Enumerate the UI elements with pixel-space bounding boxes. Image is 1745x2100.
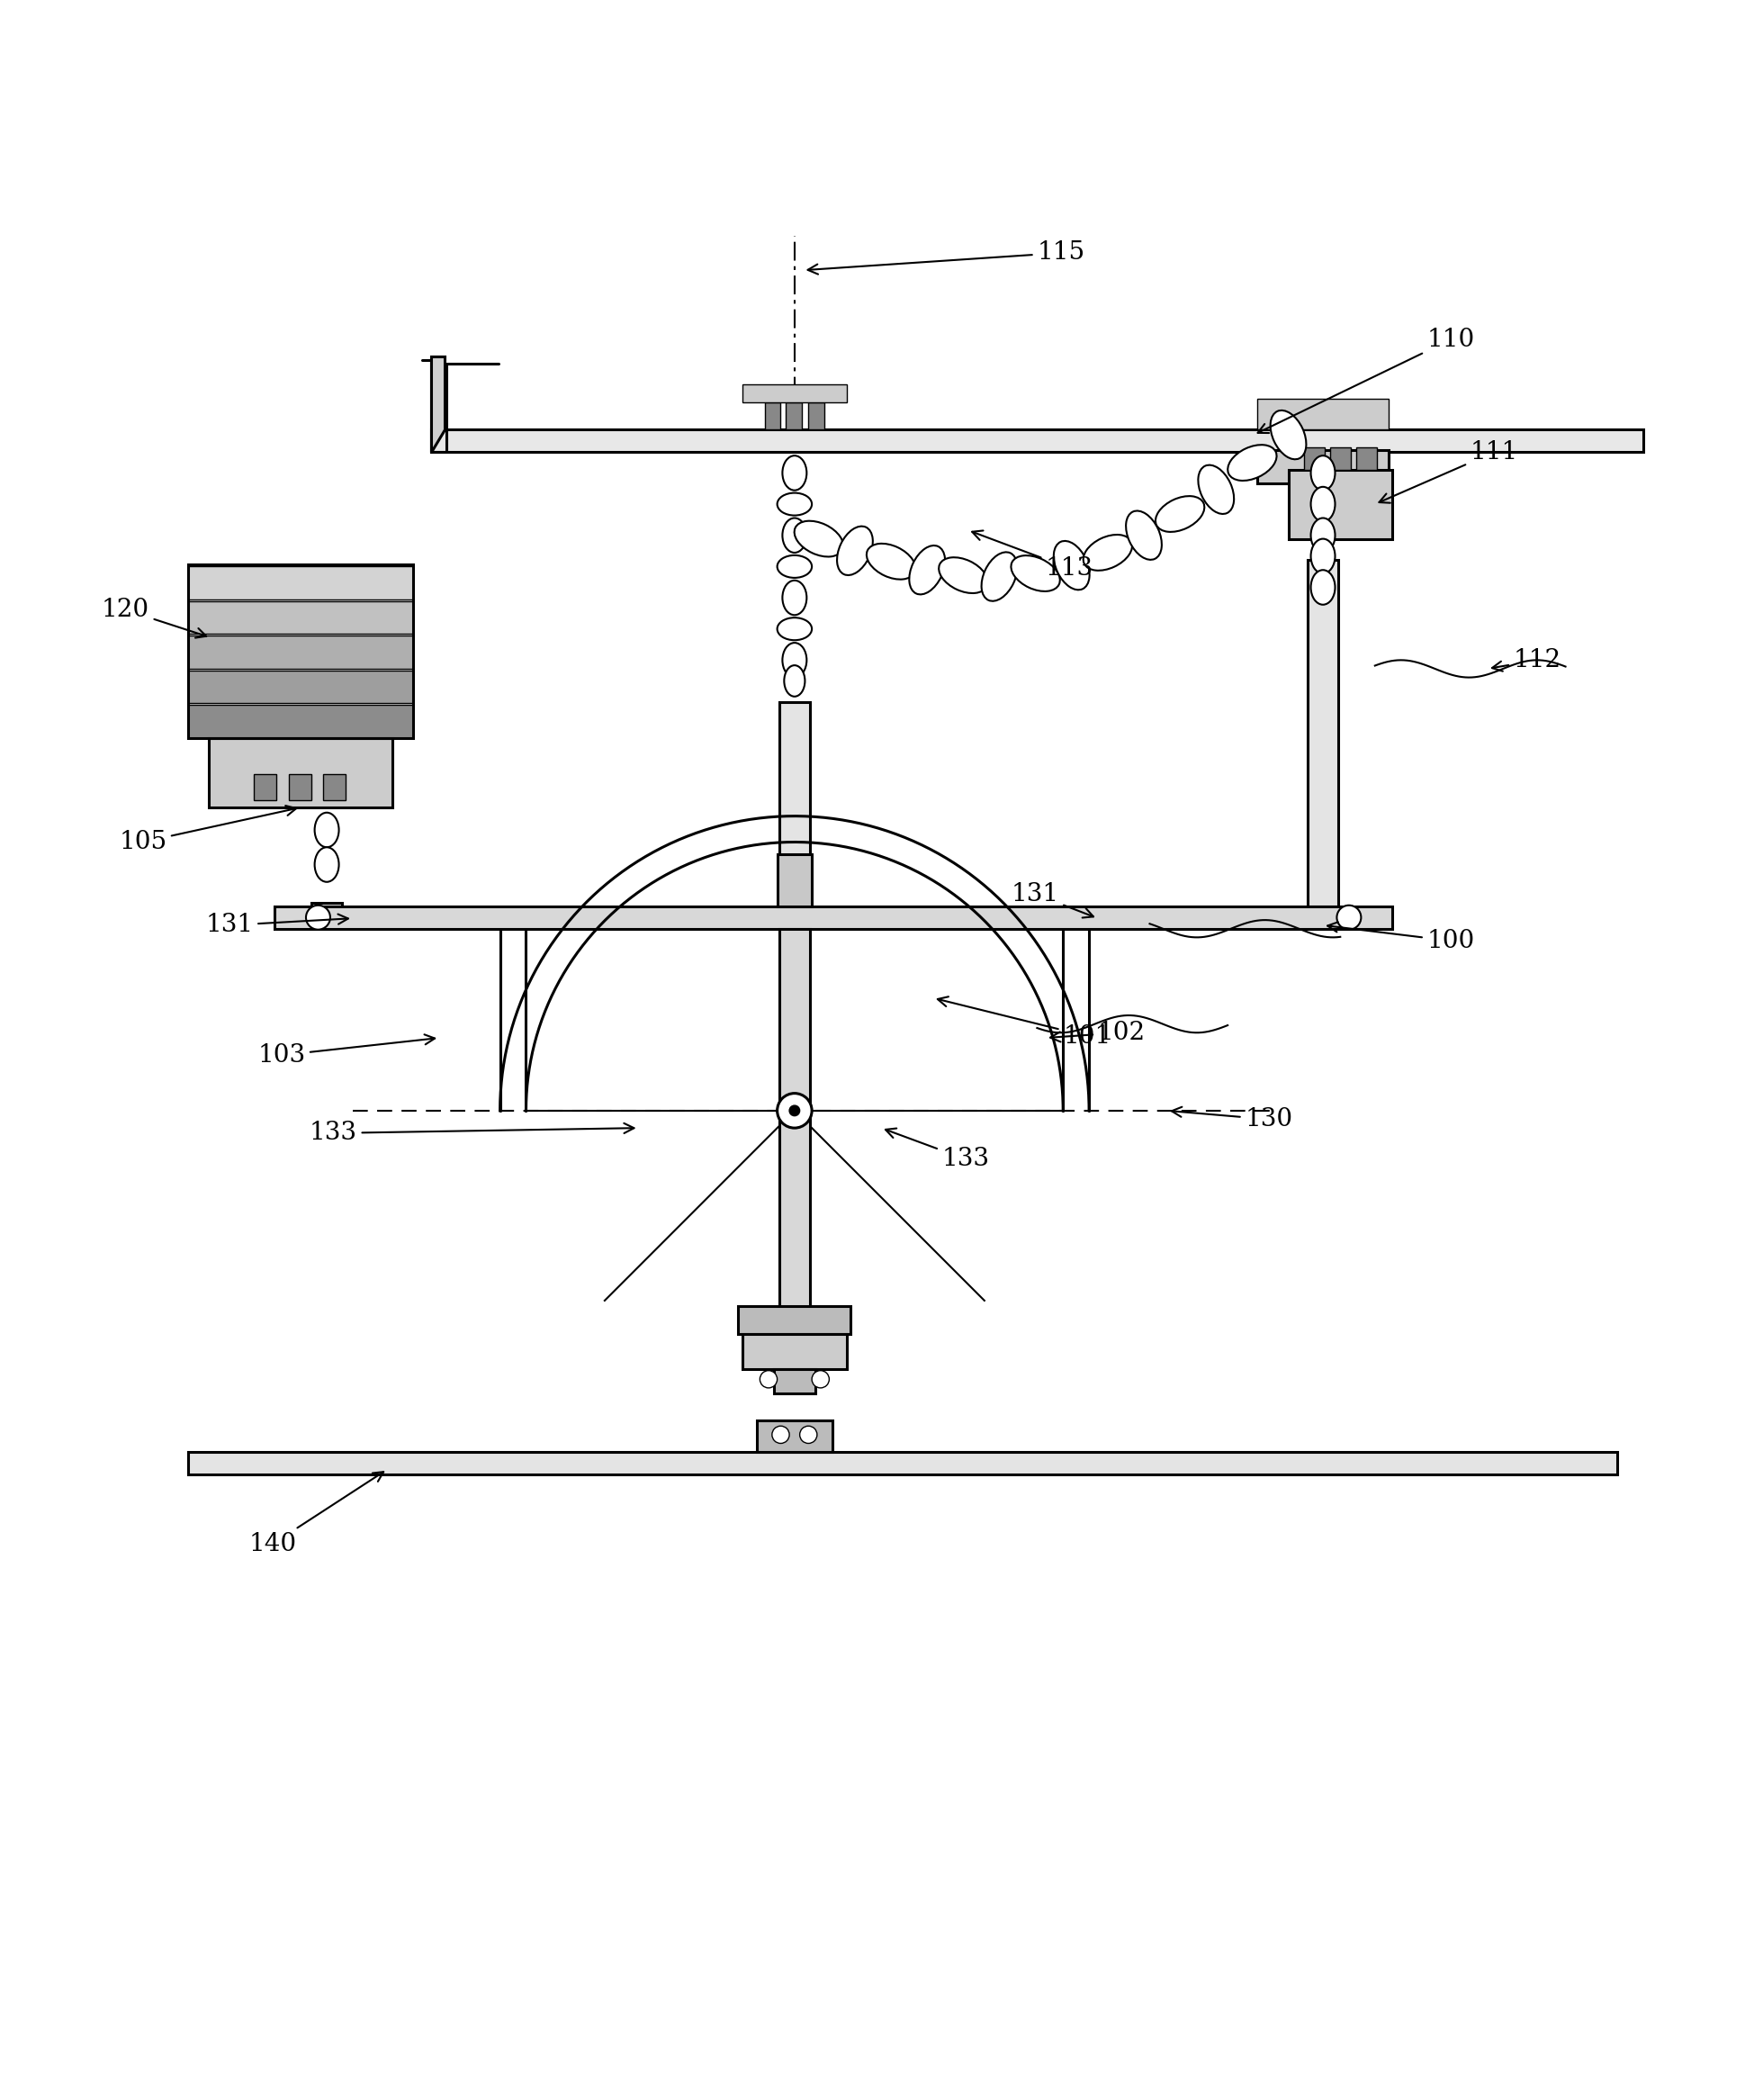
Bar — [1293, 401, 1309, 430]
Ellipse shape — [939, 556, 988, 592]
Bar — [255, 775, 276, 800]
Bar — [1337, 401, 1352, 430]
Circle shape — [305, 905, 330, 930]
Text: 103: 103 — [258, 1035, 435, 1067]
Bar — [311, 903, 342, 907]
Bar — [188, 565, 414, 737]
Ellipse shape — [1228, 445, 1277, 481]
Bar — [1307, 559, 1338, 907]
Circle shape — [759, 1371, 777, 1388]
Ellipse shape — [782, 580, 806, 615]
Bar — [743, 1333, 846, 1369]
Bar — [756, 1422, 832, 1451]
Ellipse shape — [909, 546, 946, 594]
Ellipse shape — [777, 554, 811, 578]
Text: 105: 105 — [119, 806, 297, 855]
Bar — [188, 706, 414, 737]
Ellipse shape — [1155, 496, 1204, 531]
Text: 131: 131 — [1010, 882, 1094, 918]
Bar — [1256, 449, 1389, 483]
Text: 111: 111 — [1379, 441, 1518, 502]
Ellipse shape — [981, 552, 1017, 601]
Ellipse shape — [1310, 456, 1335, 489]
Text: 133: 133 — [309, 1121, 633, 1144]
Bar — [808, 401, 824, 430]
Ellipse shape — [838, 527, 872, 575]
Circle shape — [777, 1094, 811, 1128]
Bar — [274, 907, 1393, 928]
Ellipse shape — [794, 521, 843, 556]
Ellipse shape — [1310, 569, 1335, 605]
Bar — [743, 384, 846, 401]
Text: 102: 102 — [1050, 1021, 1145, 1046]
Bar — [1330, 447, 1351, 470]
Bar — [1356, 447, 1377, 470]
Bar — [188, 601, 414, 634]
Ellipse shape — [1054, 542, 1089, 590]
Circle shape — [789, 1105, 799, 1115]
Bar — [188, 1451, 1618, 1474]
Bar — [1288, 470, 1393, 540]
Bar — [431, 430, 1644, 452]
Ellipse shape — [782, 519, 806, 552]
Ellipse shape — [1270, 410, 1307, 460]
Ellipse shape — [1310, 540, 1335, 573]
Ellipse shape — [1126, 510, 1162, 561]
Bar — [785, 401, 801, 430]
Text: 110: 110 — [1258, 328, 1475, 433]
Ellipse shape — [777, 493, 811, 514]
Bar — [778, 928, 810, 1310]
Bar — [288, 775, 311, 800]
Ellipse shape — [867, 544, 916, 580]
Bar — [1304, 447, 1324, 470]
Ellipse shape — [1010, 556, 1059, 592]
Ellipse shape — [1310, 487, 1335, 521]
Ellipse shape — [1084, 535, 1133, 571]
Bar — [1314, 401, 1330, 430]
Ellipse shape — [314, 813, 339, 846]
Ellipse shape — [777, 617, 811, 640]
Bar — [188, 567, 414, 598]
Ellipse shape — [784, 666, 804, 697]
Text: 100: 100 — [1328, 922, 1475, 953]
Text: 115: 115 — [808, 242, 1085, 275]
Text: 133: 133 — [885, 1128, 989, 1172]
Bar — [778, 701, 810, 907]
Bar — [209, 737, 393, 806]
Bar — [773, 1369, 815, 1392]
Circle shape — [1337, 905, 1361, 930]
Ellipse shape — [1310, 519, 1335, 552]
Ellipse shape — [782, 456, 806, 489]
Text: 140: 140 — [250, 1472, 384, 1556]
Bar — [1256, 399, 1389, 430]
Text: 131: 131 — [206, 914, 349, 937]
Polygon shape — [431, 357, 445, 451]
Text: 112: 112 — [1492, 649, 1562, 672]
Circle shape — [811, 1371, 829, 1388]
Ellipse shape — [782, 643, 806, 678]
Ellipse shape — [1199, 464, 1234, 514]
Bar — [738, 1306, 852, 1333]
Ellipse shape — [314, 846, 339, 882]
Text: 101: 101 — [937, 997, 1112, 1048]
Bar — [188, 670, 414, 704]
Text: 113: 113 — [972, 531, 1094, 580]
Text: 130: 130 — [1171, 1107, 1293, 1132]
Bar — [777, 855, 811, 907]
Circle shape — [799, 1426, 817, 1443]
Bar — [323, 775, 346, 800]
Circle shape — [771, 1426, 789, 1443]
Bar — [764, 401, 780, 430]
Bar — [188, 636, 414, 668]
Text: 120: 120 — [101, 598, 206, 638]
